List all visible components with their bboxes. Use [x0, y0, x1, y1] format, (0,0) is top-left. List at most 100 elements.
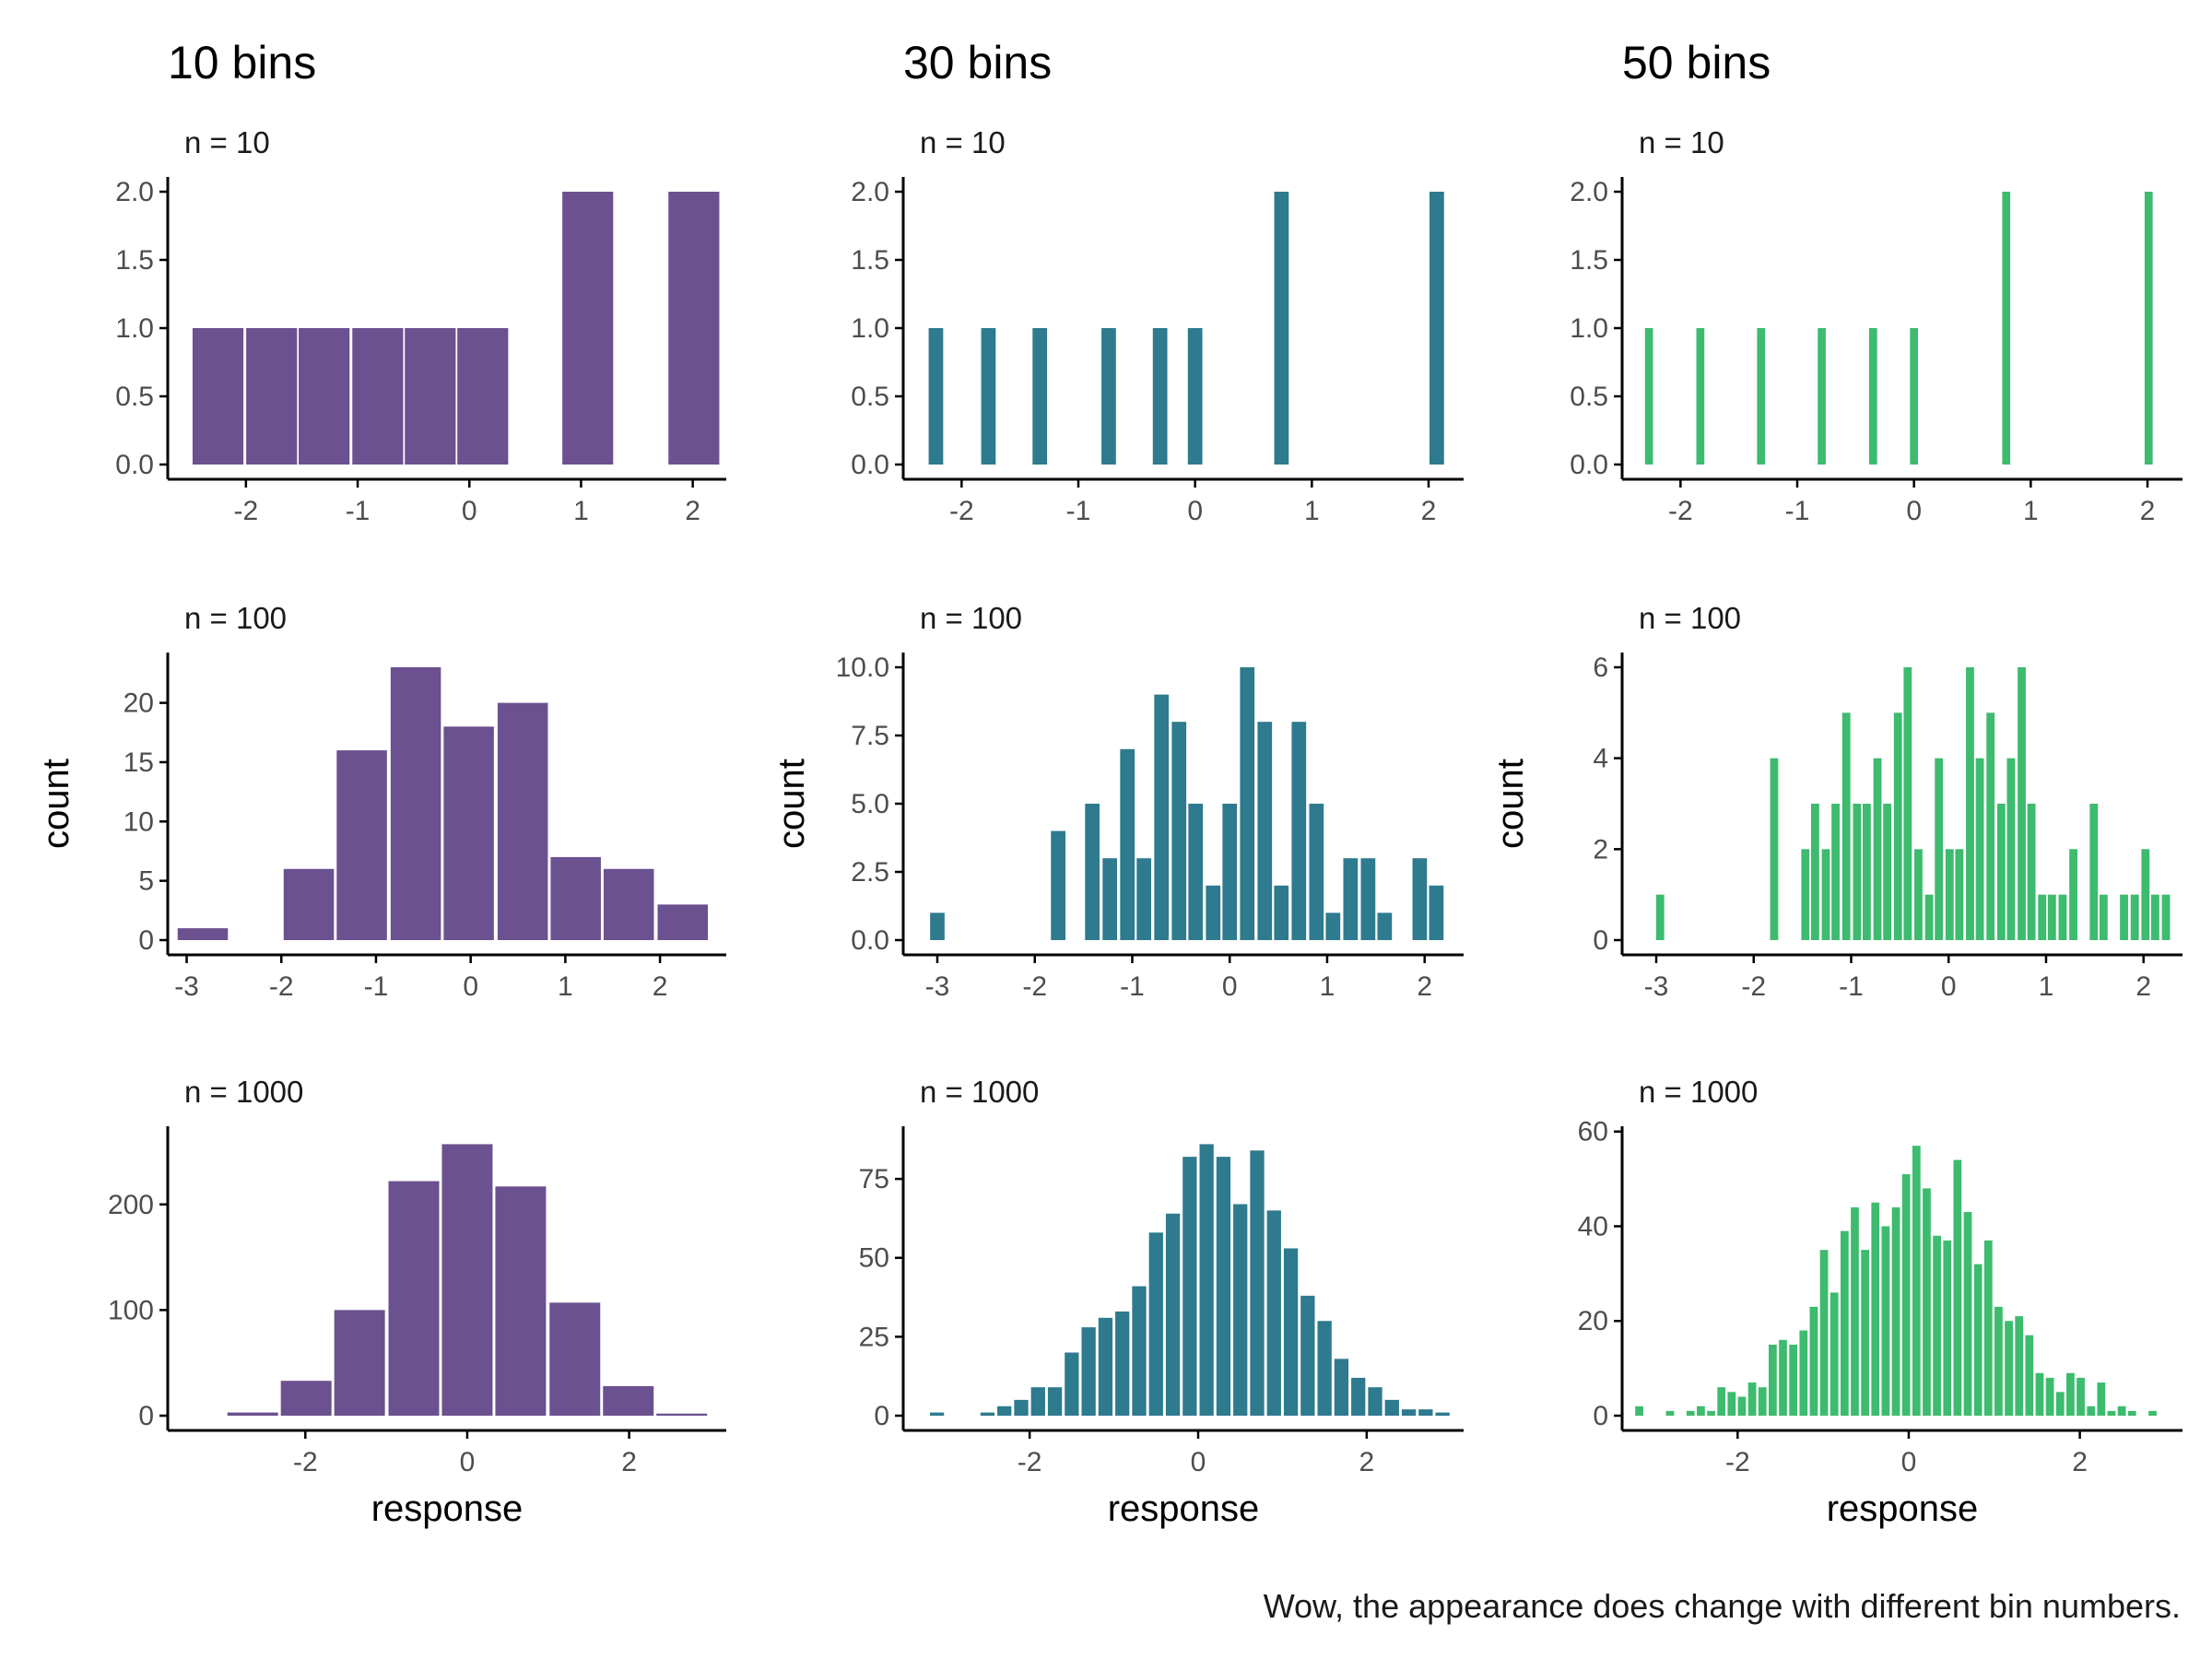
histogram-bar — [1222, 804, 1238, 940]
y-tick-label: 0.0 — [851, 450, 889, 480]
histogram-bar — [1187, 328, 1203, 465]
histogram-bar — [1250, 1150, 1265, 1416]
x-tick-label: 0 — [1222, 971, 1238, 1002]
x-tick-label: 2 — [2072, 1447, 2088, 1477]
histogram-bar — [1707, 1410, 1715, 1416]
x-tick-label: -2 — [949, 496, 974, 526]
y-tick-label: 20 — [1578, 1306, 1608, 1336]
y-axis-title: count — [771, 759, 812, 849]
x-tick-label: -2 — [1668, 496, 1693, 526]
histogram-bar — [1136, 858, 1152, 940]
histogram-bar — [441, 1144, 493, 1416]
x-tick-label: 2 — [1359, 1447, 1375, 1477]
y-tick-label: 1.0 — [851, 313, 889, 344]
y-tick-label: 1.0 — [1570, 313, 1608, 344]
x-tick-label: -3 — [1644, 971, 1669, 1002]
panel-subtitle: n = 10 — [920, 125, 1006, 159]
histogram-panel-30-bins-n--100: n = 100 0.0 2.5 5.0 7.5 10.0 -3 -2 -1 0 1 2 count — [771, 601, 1464, 1002]
histogram-bar — [2038, 894, 2047, 940]
histogram-bar — [1758, 1387, 1767, 1416]
histogram-bar — [2144, 192, 2153, 465]
histogram-bar — [1635, 1406, 1643, 1416]
x-tick-label: -2 — [269, 971, 294, 1002]
histogram-bar — [1819, 1250, 1829, 1416]
x-tick-label: -2 — [1018, 1447, 1042, 1477]
histogram-bar — [1291, 722, 1307, 940]
histogram-bar — [1696, 328, 1705, 465]
histogram-bar — [1081, 1327, 1096, 1416]
x-tick-label: -3 — [925, 971, 950, 1002]
panel-subtitle: n = 100 — [184, 601, 287, 635]
histogram-bar — [1644, 328, 1653, 465]
y-tick-label: 0.5 — [1570, 382, 1608, 412]
histogram-bar — [1309, 804, 1324, 940]
histogram-bar — [2025, 1335, 2034, 1416]
y-tick-label: 10.0 — [836, 653, 889, 683]
panel-subtitle: n = 100 — [1639, 601, 1741, 635]
histogram-bar — [2047, 894, 2056, 940]
histogram-bar — [1983, 1240, 1993, 1416]
histogram-bar — [336, 750, 387, 940]
x-tick-label: -1 — [346, 496, 371, 526]
histogram-bar — [1102, 858, 1118, 940]
histogram-bar — [2069, 849, 2077, 940]
histogram-bar — [2148, 1410, 2157, 1416]
histogram-bar — [928, 328, 944, 465]
x-tick-label: 2 — [685, 496, 700, 526]
histogram-bar — [1665, 1410, 1675, 1416]
histogram-bar — [1727, 1392, 1736, 1416]
histogram-panel-50-bins-n--10: n = 10 0.0 0.5 1.0 1.5 2.0 -2 -1 0 1 2 — [1570, 125, 2183, 526]
histogram-bar — [980, 1412, 995, 1416]
histogram-bar — [549, 1302, 601, 1416]
histogram-bar — [1032, 328, 1048, 465]
histogram-bar — [1199, 1144, 1214, 1416]
histogram-bar — [1435, 1412, 1450, 1416]
histogram-bar — [2117, 1406, 2126, 1416]
y-tick-label: 15 — [124, 747, 154, 778]
histogram-bar — [177, 928, 229, 940]
x-axis-title: response — [1827, 1488, 1979, 1529]
histogram-bar — [2107, 1410, 2116, 1416]
y-tick-label: 0 — [138, 1401, 154, 1431]
x-tick-label: 1 — [2023, 496, 2039, 526]
histogram-bar — [1996, 804, 2006, 940]
histogram-bar — [1182, 1157, 1197, 1416]
histogram-bar — [246, 328, 298, 465]
histogram-bar — [1257, 722, 1273, 940]
y-tick-label: 5.0 — [851, 789, 889, 819]
x-tick-label: 0 — [462, 496, 477, 526]
histogram-bar — [2045, 1377, 2054, 1416]
x-tick-label: -2 — [233, 496, 258, 526]
y-tick-label: 2.0 — [851, 177, 889, 207]
histogram-bar — [1891, 1206, 1900, 1416]
panel-subtitle: n = 10 — [184, 125, 270, 159]
histogram-bar — [1717, 1387, 1726, 1416]
histogram-bar — [1216, 1157, 1231, 1416]
histogram-bar — [1966, 667, 1974, 940]
histogram-bar — [1418, 1409, 1433, 1416]
histogram-bar — [1343, 858, 1359, 940]
histogram-bar — [1351, 1377, 1366, 1416]
histogram-bar — [2141, 849, 2150, 940]
histogram-bar — [1266, 1210, 1281, 1416]
histogram-panel-10-bins-n--100: n = 100 0 5 10 15 20 -3 -2 -1 0 1 2 count — [36, 601, 726, 1002]
y-tick-label: 1.5 — [115, 245, 154, 276]
histogram-bar — [1233, 1204, 1248, 1416]
histogram-bar — [2055, 1392, 2065, 1416]
x-tick-label: -2 — [1725, 1447, 1750, 1477]
histogram-bar — [1779, 1339, 1787, 1416]
histogram-bar — [1821, 849, 1830, 940]
histogram-bar — [1085, 804, 1100, 940]
histogram-bar — [227, 1412, 278, 1416]
histogram-bar — [1901, 1173, 1911, 1416]
histogram-bar — [1098, 1317, 1113, 1416]
y-tick-label: 25 — [859, 1322, 889, 1352]
histogram-bar — [1893, 712, 1902, 940]
panel-subtitle: n = 100 — [920, 601, 1022, 635]
histogram-bar — [1871, 1202, 1880, 1416]
histogram-bar — [656, 1413, 708, 1416]
histogram-bar — [1274, 192, 1289, 465]
x-axis-title: response — [371, 1488, 524, 1529]
histogram-bar — [1831, 804, 1840, 940]
